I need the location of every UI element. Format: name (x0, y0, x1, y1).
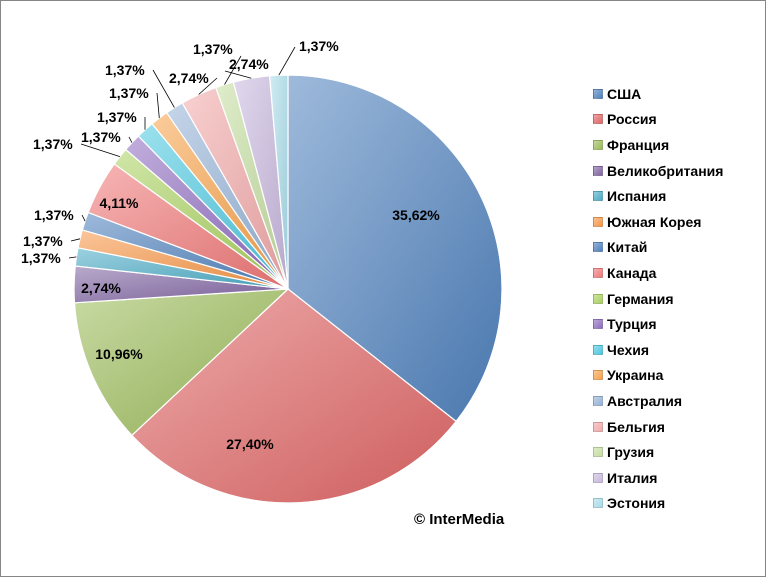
slice-label: 1,37% (299, 38, 339, 54)
legend-swatch (593, 191, 603, 202)
legend-label: Россия (607, 111, 657, 128)
leader-line (152, 69, 175, 108)
legend-label: Италия (607, 469, 658, 486)
copyright-text: © InterMedia (414, 511, 505, 528)
legend-swatch (593, 293, 603, 304)
slice-label: 1,37% (33, 136, 73, 152)
legend-swatch (593, 242, 603, 253)
legend-swatch (593, 114, 603, 125)
slice-label: 1,37% (109, 85, 149, 101)
slice-label: 1,37% (23, 233, 63, 249)
legend-label: Австралия (607, 392, 683, 409)
slice-label: 1,37% (105, 62, 145, 78)
pie-rim (73, 74, 503, 504)
legend-label: США (607, 85, 642, 102)
legend-swatch (593, 216, 603, 227)
slice-label: 1,37% (21, 250, 61, 266)
legend-label: Бельгия (607, 418, 665, 435)
legend-item: Великобритания (593, 158, 723, 184)
slice-label: 1,37% (81, 129, 121, 145)
legend-label: Великобритания (607, 162, 724, 179)
legend-label: Канада (607, 264, 657, 281)
legend-item: Россия (593, 107, 723, 133)
legend-label: Китай (607, 239, 648, 256)
slice-label: 35,62% (392, 207, 440, 223)
legend-swatch (593, 267, 603, 278)
leader-line (278, 46, 296, 76)
legend-item: Италия (593, 465, 723, 491)
legend: США Россия Франция Великобритания Испания Южн… (593, 81, 723, 516)
legend-item: Австралия (593, 388, 723, 414)
legend-item: Франция (593, 132, 723, 158)
slice-label: 4,11% (100, 195, 139, 211)
legend-label: Южная Корея (607, 213, 702, 230)
legend-item: Грузия (593, 439, 723, 465)
legend-item: Испания (593, 183, 723, 209)
legend-label: Чехия (607, 341, 649, 358)
legend-swatch (593, 447, 603, 458)
legend-swatch (593, 421, 603, 432)
legend-item: США (593, 81, 723, 107)
legend-swatch (593, 88, 603, 99)
legend-swatch (593, 165, 603, 176)
legend-swatch (593, 344, 603, 355)
leader-line (81, 214, 86, 222)
leader-line (70, 238, 81, 242)
legend-item: Канада (593, 260, 723, 286)
slice-label: 10,96% (95, 346, 143, 362)
legend-swatch (593, 395, 603, 406)
leader-line (80, 143, 121, 157)
legend-item: Турция (593, 311, 723, 337)
legend-label: Германия (607, 290, 674, 307)
legend-item: Китай (593, 235, 723, 261)
slice-label: 1,37% (193, 41, 233, 57)
legend-swatch (593, 472, 603, 483)
legend-label: Украина (607, 367, 664, 384)
slice-label: 2,74% (169, 70, 209, 86)
legend-item: Чехия (593, 337, 723, 363)
slice-label: 1,37% (97, 109, 137, 125)
slice-label: 2,74% (81, 280, 121, 296)
leader-line (224, 55, 242, 85)
leader-line (224, 70, 252, 79)
leader-line (198, 77, 218, 95)
legend-swatch (593, 139, 603, 150)
legend-swatch (593, 370, 603, 381)
legend-label: Испания (607, 188, 667, 205)
legend-swatch (593, 498, 603, 509)
legend-swatch (593, 319, 603, 330)
leader-line (68, 256, 77, 259)
legend-item: Германия (593, 286, 723, 312)
slice-label: 1,37% (34, 207, 74, 223)
legend-item: Украина (593, 363, 723, 389)
slice-label: 2,74% (229, 56, 269, 72)
legend-label: Франция (607, 136, 670, 153)
leader-line (128, 136, 133, 143)
legend-label: Эстония (607, 495, 666, 512)
legend-item: Эстония (593, 491, 723, 517)
leader-line (156, 92, 160, 119)
legend-label: Турция (607, 316, 657, 333)
legend-label: Грузия (607, 444, 655, 461)
legend-item: Южная Корея (593, 209, 723, 235)
legend-item: Бельгия (593, 414, 723, 440)
slice-label: 27,40% (226, 436, 274, 452)
